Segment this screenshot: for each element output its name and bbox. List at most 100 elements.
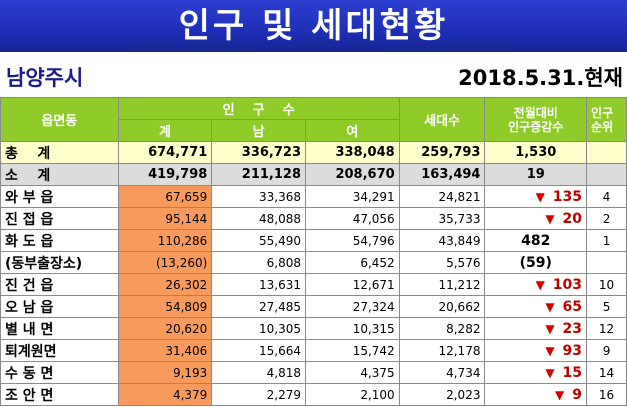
population-male: 4,818 bbox=[211, 361, 306, 384]
change-value: 20 bbox=[562, 210, 583, 227]
down-triangle-icon: ▼ bbox=[545, 343, 555, 358]
population-female: 54,796 bbox=[305, 229, 400, 252]
table-row: (동부출장소) (13,260) 6,808 6,452 5,576 (59) bbox=[0, 251, 627, 274]
report-date: 2018.5.31.현재 bbox=[458, 66, 623, 90]
district-name: 와 부 읍 bbox=[0, 185, 119, 208]
rank-header: 인구 순위 bbox=[586, 97, 627, 142]
population-change: ▼ 15 bbox=[484, 361, 588, 384]
male-col-header: 남 bbox=[211, 119, 306, 142]
population-rank: 5 bbox=[586, 295, 627, 318]
total-row-total: 674,771 bbox=[117, 141, 213, 164]
change-value: 103 bbox=[552, 276, 583, 293]
population-change: ▼ 65 bbox=[484, 295, 588, 318]
total-row-change: 1,530 bbox=[484, 141, 588, 164]
district-header: 읍면동 bbox=[0, 97, 119, 142]
population-rank: 12 bbox=[586, 317, 627, 340]
sub-row-households: 163,494 bbox=[398, 163, 486, 186]
down-triangle-icon: ▼ bbox=[545, 321, 555, 336]
sub-row-total: 419,798 bbox=[117, 163, 213, 186]
population-female: 6,452 bbox=[305, 251, 400, 274]
change-value: 135 bbox=[552, 188, 583, 205]
households-count: 12,178 bbox=[398, 339, 486, 362]
grand-total-row: 총 계 674,771 336,723 338,048 259,793 1,53… bbox=[0, 141, 627, 164]
table-row: 별 내 면 20,620 10,305 10,315 8,282 ▼ 23 12 bbox=[0, 317, 627, 340]
population-total: 31,406 bbox=[117, 339, 213, 362]
population-change: 482 bbox=[484, 229, 588, 252]
population-male: 27,485 bbox=[211, 295, 306, 318]
population-total: 95,144 bbox=[117, 207, 213, 230]
population-total: 67,659 bbox=[117, 185, 213, 208]
households-count: 11,212 bbox=[398, 273, 486, 296]
population-female: 15,742 bbox=[305, 339, 400, 362]
district-name: 수 동 면 bbox=[0, 361, 119, 384]
sub-row-male: 211,128 bbox=[211, 163, 306, 186]
rank-header-line1: 인구 bbox=[591, 105, 614, 120]
total-col-header: 계 bbox=[117, 119, 213, 142]
population-total: 54,809 bbox=[117, 295, 213, 318]
population-rank: 16 bbox=[586, 383, 627, 406]
district-name: 퇴계원면 bbox=[0, 339, 119, 362]
population-male: 48,088 bbox=[211, 207, 306, 230]
table-row: 진 접 읍 95,144 48,088 47,056 35,733 ▼ 20 2 bbox=[0, 207, 627, 230]
total-row-label: 총 계 bbox=[0, 141, 119, 164]
total-row-female: 338,048 bbox=[305, 141, 400, 164]
population-male: 2,279 bbox=[211, 383, 306, 406]
population-rank bbox=[586, 251, 627, 274]
rank-header-line2: 순위 bbox=[591, 119, 614, 134]
population-rank: 10 bbox=[586, 273, 627, 296]
table-row: 화 도 읍 110,286 55,490 54,796 43,849 482 1 bbox=[0, 229, 627, 252]
title-banner bbox=[0, 0, 627, 52]
population-change: ▼ 135 bbox=[484, 185, 588, 208]
population-female: 4,375 bbox=[305, 361, 400, 384]
population-change: ▼ 20 bbox=[484, 207, 588, 230]
households-count: 20,662 bbox=[398, 295, 486, 318]
table-row: 수 동 면 9,193 4,818 4,375 4,734 ▼ 15 14 bbox=[0, 361, 627, 384]
change-header-line2: 인구증감수 bbox=[508, 119, 564, 134]
table-row: 오 남 읍 54,809 27,485 27,324 20,662 ▼ 65 5 bbox=[0, 295, 627, 318]
down-triangle-icon: ▼ bbox=[535, 189, 545, 204]
change-value: 93 bbox=[562, 342, 583, 359]
sub-row-female: 208,670 bbox=[305, 163, 400, 186]
change-value: 23 bbox=[562, 320, 583, 337]
households-count: 5,576 bbox=[398, 251, 486, 274]
population-male: 10,305 bbox=[211, 317, 306, 340]
district-name: 조 안 면 bbox=[0, 383, 119, 406]
population-male: 13,631 bbox=[211, 273, 306, 296]
population-total: 26,302 bbox=[117, 273, 213, 296]
population-female: 2,100 bbox=[305, 383, 400, 406]
city-name: 남양주시 bbox=[6, 66, 84, 90]
subtotal-row: 소 계 419,798 211,128 208,670 163,494 19 bbox=[0, 163, 627, 186]
population-total: (13,260) bbox=[117, 251, 213, 274]
change-value: 9 bbox=[572, 386, 583, 403]
change-header-line1: 전월대비 bbox=[513, 105, 558, 120]
population-female: 27,324 bbox=[305, 295, 400, 318]
population-total: 9,193 bbox=[117, 361, 213, 384]
population-female: 47,056 bbox=[305, 207, 400, 230]
population-change: (59) bbox=[484, 251, 588, 274]
population-change: ▼ 93 bbox=[484, 339, 588, 362]
down-triangle-icon: ▼ bbox=[545, 299, 555, 314]
population-female: 34,291 bbox=[305, 185, 400, 208]
down-triangle-icon: ▼ bbox=[555, 387, 565, 402]
district-name: 진 접 읍 bbox=[0, 207, 119, 230]
population-total: 110,286 bbox=[117, 229, 213, 252]
sub-row-change: 19 bbox=[484, 163, 588, 186]
district-name: 진 건 읍 bbox=[0, 273, 119, 296]
households-count: 8,282 bbox=[398, 317, 486, 340]
total-row-rank bbox=[586, 141, 627, 164]
down-triangle-icon: ▼ bbox=[545, 365, 555, 380]
population-total: 4,379 bbox=[117, 383, 213, 406]
population-rank: 2 bbox=[586, 207, 627, 230]
table-row: 조 안 면 4,379 2,279 2,100 2,023 ▼ 9 16 bbox=[0, 383, 627, 406]
households-count: 24,821 bbox=[398, 185, 486, 208]
table-row: 진 건 읍 26,302 13,631 12,671 11,212 ▼ 103 10 bbox=[0, 273, 627, 296]
sub-row-rank bbox=[586, 163, 627, 186]
population-table: 읍면동 인 구 수 세대수 전월대비 인구증감수 인구 순위 계 남 여 총 계… bbox=[0, 97, 627, 406]
households-header: 세대수 bbox=[398, 97, 486, 142]
page-title: 인구 및 세대현황 bbox=[178, 6, 449, 46]
change-value: 15 bbox=[562, 364, 583, 381]
district-name: (동부출장소) bbox=[0, 251, 119, 274]
district-name: 화 도 읍 bbox=[0, 229, 119, 252]
population-rank: 14 bbox=[586, 361, 627, 384]
households-count: 35,733 bbox=[398, 207, 486, 230]
